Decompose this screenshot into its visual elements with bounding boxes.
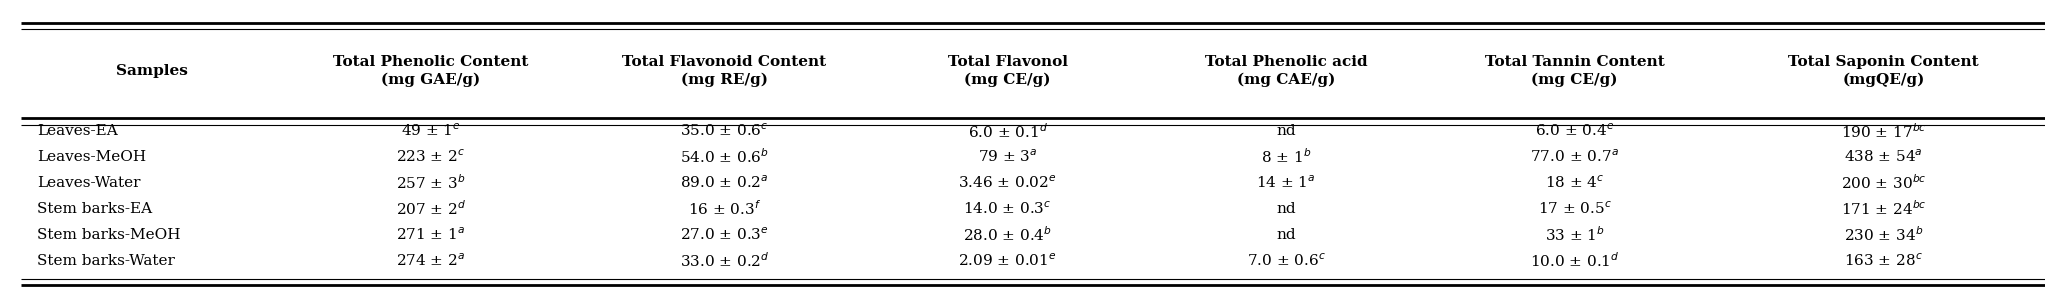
Text: nd: nd bbox=[1277, 202, 1295, 216]
Text: 271 ± 1$^a$: 271 ± 1$^a$ bbox=[397, 227, 465, 243]
Text: 14.0 ± 0.3$^c$: 14.0 ± 0.3$^c$ bbox=[963, 201, 1052, 217]
Text: 257 ± 3$^b$: 257 ± 3$^b$ bbox=[397, 174, 465, 192]
Text: 18 ± 4$^c$: 18 ± 4$^c$ bbox=[1545, 175, 1605, 191]
Text: 7.0 ± 0.6$^c$: 7.0 ± 0.6$^c$ bbox=[1246, 253, 1326, 269]
Text: 16 ± 0.3$^f$: 16 ± 0.3$^f$ bbox=[688, 200, 760, 218]
Text: 89.0 ± 0.2$^a$: 89.0 ± 0.2$^a$ bbox=[680, 175, 769, 191]
Text: 10.0 ± 0.1$^d$: 10.0 ± 0.1$^d$ bbox=[1529, 251, 1620, 270]
Text: Leaves-Water: Leaves-Water bbox=[37, 176, 140, 190]
Text: Total Phenolic acid
(mg CAE/g): Total Phenolic acid (mg CAE/g) bbox=[1204, 55, 1368, 86]
Text: 438 ± 54$^a$: 438 ± 54$^a$ bbox=[1845, 149, 1923, 166]
Text: Total Flavonol
(mg CE/g): Total Flavonol (mg CE/g) bbox=[948, 55, 1068, 86]
Text: 33.0 ± 0.2$^d$: 33.0 ± 0.2$^d$ bbox=[680, 251, 769, 270]
Text: Stem barks-MeOH: Stem barks-MeOH bbox=[37, 228, 180, 242]
Text: Stem barks-EA: Stem barks-EA bbox=[37, 202, 153, 216]
Text: Total Phenolic Content
(mg GAE/g): Total Phenolic Content (mg GAE/g) bbox=[333, 55, 529, 86]
Text: nd: nd bbox=[1277, 228, 1295, 242]
Text: 2.09 ± 0.01$^e$: 2.09 ± 0.01$^e$ bbox=[959, 253, 1058, 269]
Text: 200 ± 30$^{bc}$: 200 ± 30$^{bc}$ bbox=[1841, 174, 1926, 192]
Text: 3.46 ± 0.02$^e$: 3.46 ± 0.02$^e$ bbox=[959, 175, 1058, 191]
Text: 28.0 ± 0.4$^b$: 28.0 ± 0.4$^b$ bbox=[963, 225, 1052, 244]
Text: Stem barks-Water: Stem barks-Water bbox=[37, 254, 176, 268]
Text: 77.0 ± 0.7$^a$: 77.0 ± 0.7$^a$ bbox=[1531, 149, 1620, 166]
Text: 27.0 ± 0.3$^e$: 27.0 ± 0.3$^e$ bbox=[680, 227, 769, 243]
Text: 163 ± 28$^c$: 163 ± 28$^c$ bbox=[1845, 253, 1923, 269]
Text: 6.0 ± 0.1$^d$: 6.0 ± 0.1$^d$ bbox=[967, 122, 1047, 141]
Text: Samples: Samples bbox=[116, 64, 188, 78]
Text: 54.0 ± 0.6$^b$: 54.0 ± 0.6$^b$ bbox=[680, 148, 769, 166]
Text: 274 ± 2$^a$: 274 ± 2$^a$ bbox=[397, 253, 465, 269]
Text: 171 ± 24$^{bc}$: 171 ± 24$^{bc}$ bbox=[1841, 200, 1926, 218]
Text: 17 ± 0.5$^c$: 17 ± 0.5$^c$ bbox=[1537, 201, 1611, 217]
Text: nd: nd bbox=[1277, 124, 1295, 138]
Text: 79 ± 3$^a$: 79 ± 3$^a$ bbox=[977, 149, 1037, 166]
Text: 230 ± 34$^b$: 230 ± 34$^b$ bbox=[1843, 225, 1923, 244]
Text: 207 ± 2$^d$: 207 ± 2$^d$ bbox=[395, 200, 465, 218]
Text: 33 ± 1$^b$: 33 ± 1$^b$ bbox=[1545, 225, 1605, 244]
Text: Leaves-MeOH: Leaves-MeOH bbox=[37, 150, 147, 164]
Text: 35.0 ± 0.6$^c$: 35.0 ± 0.6$^c$ bbox=[680, 123, 769, 139]
Text: Total Tannin Content
(mg CE/g): Total Tannin Content (mg CE/g) bbox=[1485, 55, 1665, 86]
Text: 49 ± 1$^e$: 49 ± 1$^e$ bbox=[401, 123, 461, 139]
Text: 8 ± 1$^b$: 8 ± 1$^b$ bbox=[1260, 148, 1312, 166]
Text: 190 ± 17$^{bc}$: 190 ± 17$^{bc}$ bbox=[1841, 122, 1926, 141]
Text: 14 ± 1$^a$: 14 ± 1$^a$ bbox=[1256, 175, 1316, 191]
Text: Total Flavonoid Content
(mg RE/g): Total Flavonoid Content (mg RE/g) bbox=[622, 55, 826, 86]
Text: Leaves-EA: Leaves-EA bbox=[37, 124, 118, 138]
Text: 6.0 ± 0.4$^e$: 6.0 ± 0.4$^e$ bbox=[1535, 123, 1614, 139]
Text: 223 ± 2$^c$: 223 ± 2$^c$ bbox=[397, 149, 465, 166]
Text: Total Saponin Content
(mgQE/g): Total Saponin Content (mgQE/g) bbox=[1787, 55, 1979, 86]
